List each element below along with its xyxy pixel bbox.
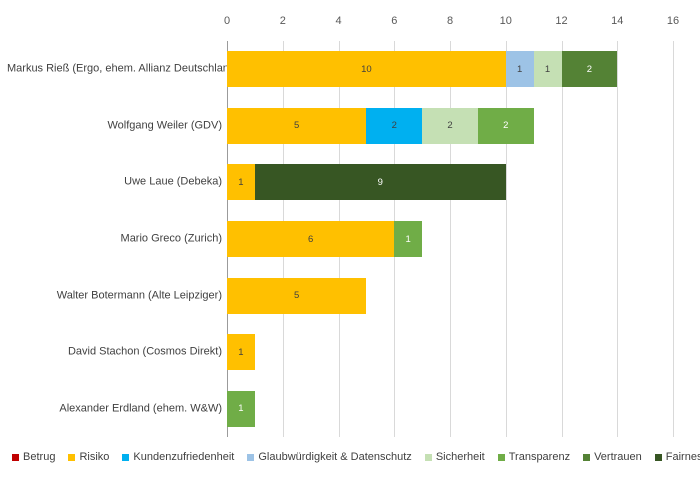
- x-gridline: [617, 41, 619, 437]
- bar-row: 10 1 1 2: [227, 51, 618, 88]
- category-label-walter-botermann: Walter Botermann (Alte Leipziger): [56, 289, 222, 302]
- bar-segment-risiko: 5: [227, 277, 367, 314]
- legend-swatch-icon: [12, 453, 20, 461]
- bar-segment-sicherheit: 2: [422, 107, 478, 144]
- bar-segment-transparenz: 1: [394, 221, 423, 257]
- legend-item-kundenzufriedenheit: Kundenzufriedenheit: [122, 451, 234, 463]
- legend-label: Glaubwürdigkeit & Datenschutz: [258, 451, 412, 463]
- legend-item-risiko: Risiko: [68, 451, 109, 463]
- x-axis-tick-label: 0: [223, 15, 231, 27]
- bar-segment-transparenz: 2: [477, 107, 534, 144]
- category-label-markus-rie: Markus Rieß (Ergo, ehem. Allianz Deutsch…: [7, 62, 239, 75]
- bar-row: 5: [227, 277, 367, 314]
- x-gridline: [561, 41, 563, 437]
- x-axis-tick-label: 10: [499, 15, 512, 27]
- legend-swatch-icon: [68, 453, 76, 461]
- legend-label: Transparenz: [508, 451, 571, 463]
- bar-segment-sicherheit: 1: [533, 51, 562, 88]
- category-label-uwe-laue: Uwe Laue (Debeka): [124, 175, 222, 188]
- legend-swatch-icon: [424, 453, 432, 461]
- bar-segment-kundenzufriedenheit: 2: [366, 107, 423, 144]
- legend-label: Betrug: [23, 451, 56, 463]
- bar-segment-fairness: 9: [254, 164, 506, 201]
- x-axis-tick-label: 8: [446, 15, 454, 27]
- bar-segment-transparenz: 1: [227, 390, 255, 427]
- x-axis-tick-label: 6: [391, 15, 398, 27]
- legend-label: Risiko: [79, 451, 110, 463]
- bar-segment-risiko: 1: [227, 334, 255, 371]
- legend-label: Sicherheit: [435, 451, 485, 463]
- x-gridline: [673, 41, 674, 437]
- category-label-wolfgang-weiler: Wolfgang Weiler (GDV): [107, 119, 222, 132]
- legend-swatch-icon: [583, 453, 591, 461]
- x-axis-tick-label: 4: [335, 15, 342, 27]
- bar-row: 1: [227, 390, 255, 427]
- bar-segment-vertrauen: 2: [561, 51, 618, 88]
- legend-swatch-icon: [122, 453, 130, 461]
- legend-swatch-icon: [654, 453, 662, 461]
- legend-item-betrug: Betrug: [12, 451, 55, 463]
- legend-item-sicherheit: Sicherheit: [424, 451, 485, 463]
- legend-item-fairness: Fairness: [654, 451, 700, 463]
- legend-label: Kundenzufriedenheit: [133, 451, 235, 463]
- legend-item-vertrauen: Vertrauen: [583, 451, 642, 463]
- bar-segment-risiko: 6: [227, 221, 395, 257]
- chart-legend: Betrug Risiko Kundenzufriedenheit Glaubwürd…: [12, 447, 700, 467]
- x-axis-tick-label: 16: [666, 15, 680, 27]
- x-axis-tick-label: 12: [555, 15, 568, 27]
- bar-segment-risiko: 5: [227, 107, 367, 144]
- x-gridline: [505, 41, 507, 437]
- legend-label: Fairness: [665, 451, 700, 463]
- bar-segment-glaubw-rdigkeit-datenschutz: 1: [505, 51, 534, 88]
- legend-item-transparenz: Transparenz: [497, 451, 571, 463]
- x-axis-tick-label: 14: [611, 15, 624, 27]
- legend-item-glaubw-rdigkeit-datenschutz: Glaubwürdigkeit & Datenschutz: [247, 451, 412, 463]
- x-axis-tick-label: 2: [279, 15, 286, 27]
- legend-swatch-icon: [247, 453, 255, 461]
- bar-segment-risiko: 10: [227, 51, 506, 88]
- legend-label: Vertrauen: [594, 451, 642, 463]
- x-gridline: [450, 41, 451, 437]
- category-label-alexander-erdland: Alexander Erdland (ehem. W&W): [59, 402, 222, 415]
- category-label-david-stachon: David Stachon (Cosmos Direkt): [67, 345, 222, 358]
- legend-swatch-icon: [497, 453, 505, 461]
- bar-row: 1: [227, 334, 255, 371]
- category-label-mario-greco: Mario Greco (Zurich): [120, 232, 222, 245]
- bar-segment-risiko: 1: [227, 164, 255, 201]
